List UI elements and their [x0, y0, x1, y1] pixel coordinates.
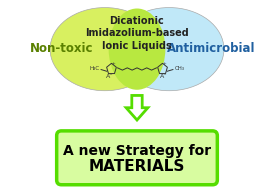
FancyBboxPatch shape [57, 131, 217, 185]
Text: A new Strategy for: A new Strategy for [63, 144, 211, 158]
Polygon shape [126, 95, 148, 120]
Text: CH₃: CH₃ [175, 67, 185, 71]
Text: Non-toxic: Non-toxic [30, 42, 93, 55]
Ellipse shape [114, 8, 224, 91]
Text: Dicationic: Dicationic [110, 16, 164, 26]
Text: Imidazolium-based: Imidazolium-based [85, 28, 189, 38]
Text: ⁺: ⁺ [162, 63, 166, 69]
Text: Ionic Liquids: Ionic Liquids [102, 41, 172, 51]
Text: MATERIALS: MATERIALS [89, 159, 185, 174]
Ellipse shape [109, 9, 165, 90]
Text: Antimicrobial: Antimicrobial [167, 42, 256, 55]
Text: A⁻: A⁻ [160, 74, 168, 79]
Ellipse shape [50, 8, 160, 91]
Text: ⁺: ⁺ [112, 63, 115, 69]
Text: H₃C: H₃C [89, 67, 99, 71]
Text: A⁻: A⁻ [106, 74, 114, 79]
